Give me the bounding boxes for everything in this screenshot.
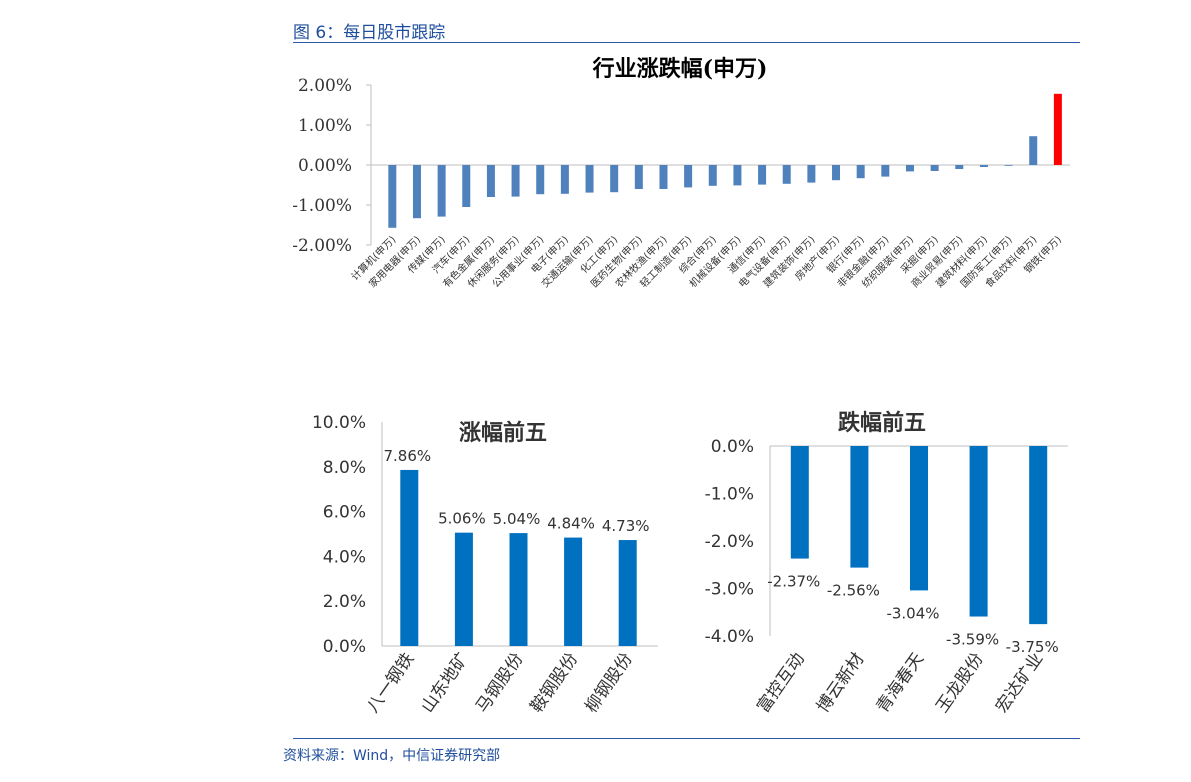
footer-rule bbox=[293, 738, 1080, 739]
y-tick-label: -1.00% bbox=[292, 196, 352, 216]
bar bbox=[1004, 165, 1013, 166]
y-tick-label: 2.0% bbox=[323, 592, 366, 612]
data-label: 5.04% bbox=[493, 510, 541, 528]
bar bbox=[462, 165, 471, 207]
bar bbox=[564, 537, 583, 646]
bar bbox=[509, 533, 528, 646]
data-label: 5.06% bbox=[438, 510, 486, 528]
bar bbox=[437, 165, 446, 217]
figure-title: 图 6：每日股市跟踪 bbox=[293, 23, 446, 43]
bar bbox=[536, 165, 545, 195]
bar bbox=[782, 165, 791, 184]
y-tick-label: -4.0% bbox=[705, 627, 754, 647]
data-label: -3.04% bbox=[886, 604, 939, 622]
bar bbox=[969, 446, 988, 617]
data-label: 7.86% bbox=[383, 447, 431, 465]
bar bbox=[758, 165, 767, 185]
bar bbox=[659, 165, 668, 189]
bar bbox=[955, 165, 964, 169]
bar bbox=[790, 446, 809, 559]
x-tick-label: 博云新材 bbox=[813, 649, 868, 716]
y-tick-label: -3.0% bbox=[705, 580, 754, 600]
bar bbox=[733, 165, 742, 186]
y-tick-label: 6.0% bbox=[323, 503, 366, 523]
x-tick-label: 马钢股份 bbox=[472, 649, 527, 716]
bar bbox=[412, 165, 421, 219]
data-label: -3.59% bbox=[946, 631, 999, 649]
y-tick-label: 0.0% bbox=[323, 637, 366, 657]
bar bbox=[1029, 446, 1048, 625]
x-tick-label: 宏达矿业 bbox=[992, 649, 1047, 716]
bar bbox=[560, 165, 569, 194]
bar bbox=[881, 165, 890, 177]
bar bbox=[850, 446, 869, 568]
x-tick-label: 鞍钢股份 bbox=[527, 649, 582, 716]
source-note: 资料来源：Wind，中信证券研究部 bbox=[283, 748, 501, 764]
y-tick-label: 1.00% bbox=[298, 116, 352, 136]
bar bbox=[585, 165, 594, 193]
bar bbox=[400, 469, 419, 646]
x-tick-label: 柳钢股份 bbox=[581, 649, 636, 716]
data-label: -2.56% bbox=[827, 582, 880, 600]
chart-title: 行业涨跌幅(申万) bbox=[592, 56, 768, 82]
bar bbox=[684, 165, 693, 188]
bar bbox=[807, 165, 816, 183]
industry-change-chart: 行业涨跌幅(申万)2.00%1.00%0.00%-1.00%-2.00%计算机(… bbox=[292, 56, 1070, 290]
bar bbox=[1053, 93, 1062, 165]
data-label: -2.37% bbox=[767, 573, 820, 591]
bar bbox=[511, 165, 520, 197]
bar bbox=[930, 165, 939, 171]
bar bbox=[486, 165, 495, 197]
bar bbox=[979, 165, 988, 167]
bar bbox=[708, 165, 717, 186]
data-label: 4.84% bbox=[547, 515, 595, 533]
bar bbox=[618, 540, 637, 646]
x-tick-label: 八一钢铁 bbox=[363, 649, 418, 716]
y-tick-label: 0.0% bbox=[711, 437, 754, 457]
y-tick-label: 2.00% bbox=[298, 76, 352, 96]
y-tick-label: -1.0% bbox=[705, 485, 754, 505]
x-tick-label: 玉龙股份 bbox=[932, 649, 987, 716]
y-tick-label: -2.00% bbox=[292, 236, 352, 256]
data-label: 4.73% bbox=[602, 517, 650, 535]
top-gainers-chart: 涨幅前五 10.0% 8.0% 6.0% 4.0% 2.0% 0.0% 7.86% 八一钢铁 5.… bbox=[312, 413, 658, 717]
y-tick-label: 0.00% bbox=[298, 156, 352, 176]
chart-title: 跌幅前五 bbox=[838, 410, 926, 436]
y-tick-label: 4.0% bbox=[323, 547, 366, 567]
x-tick-label: 青海春天 bbox=[873, 649, 928, 716]
bar bbox=[832, 165, 841, 181]
bar bbox=[454, 532, 473, 646]
chart-title: 涨幅前五 bbox=[459, 420, 547, 446]
bar bbox=[634, 165, 643, 189]
bar bbox=[856, 165, 865, 179]
bar bbox=[388, 165, 397, 228]
top-losers-chart: 跌幅前五 0.0% -1.0% -2.0% -3.0% -4.0% -2.37% 富控互动 -2… bbox=[705, 410, 1068, 717]
x-tick-label: 山东地矿 bbox=[418, 649, 473, 716]
bar bbox=[1029, 136, 1038, 165]
data-label: -3.75% bbox=[1006, 638, 1059, 656]
y-tick-label: 8.0% bbox=[323, 458, 366, 478]
bar bbox=[910, 446, 928, 591]
bar bbox=[905, 165, 914, 172]
y-tick-label: -2.0% bbox=[705, 532, 754, 552]
x-tick-label: 富控互动 bbox=[754, 649, 809, 716]
bar bbox=[610, 165, 619, 193]
y-tick-label: 10.0% bbox=[312, 413, 366, 433]
header-rule bbox=[293, 42, 1080, 43]
